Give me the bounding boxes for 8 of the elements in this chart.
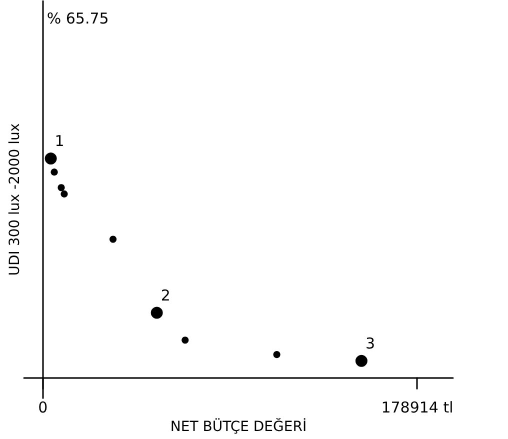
annotation: 1 <box>54 132 64 150</box>
y-axis-title: UDI 300 lux -2000 lux <box>7 123 23 276</box>
x-axis-title: NET BÜTÇE DEĞERİ <box>170 418 307 435</box>
text: % 65.75 <box>46 10 109 28</box>
x-tick-label: 0 <box>38 398 48 417</box>
annotation: 3 <box>365 334 375 352</box>
x-tick-label: 178914 tl <box>381 398 454 417</box>
annotation: 2 <box>160 286 170 304</box>
